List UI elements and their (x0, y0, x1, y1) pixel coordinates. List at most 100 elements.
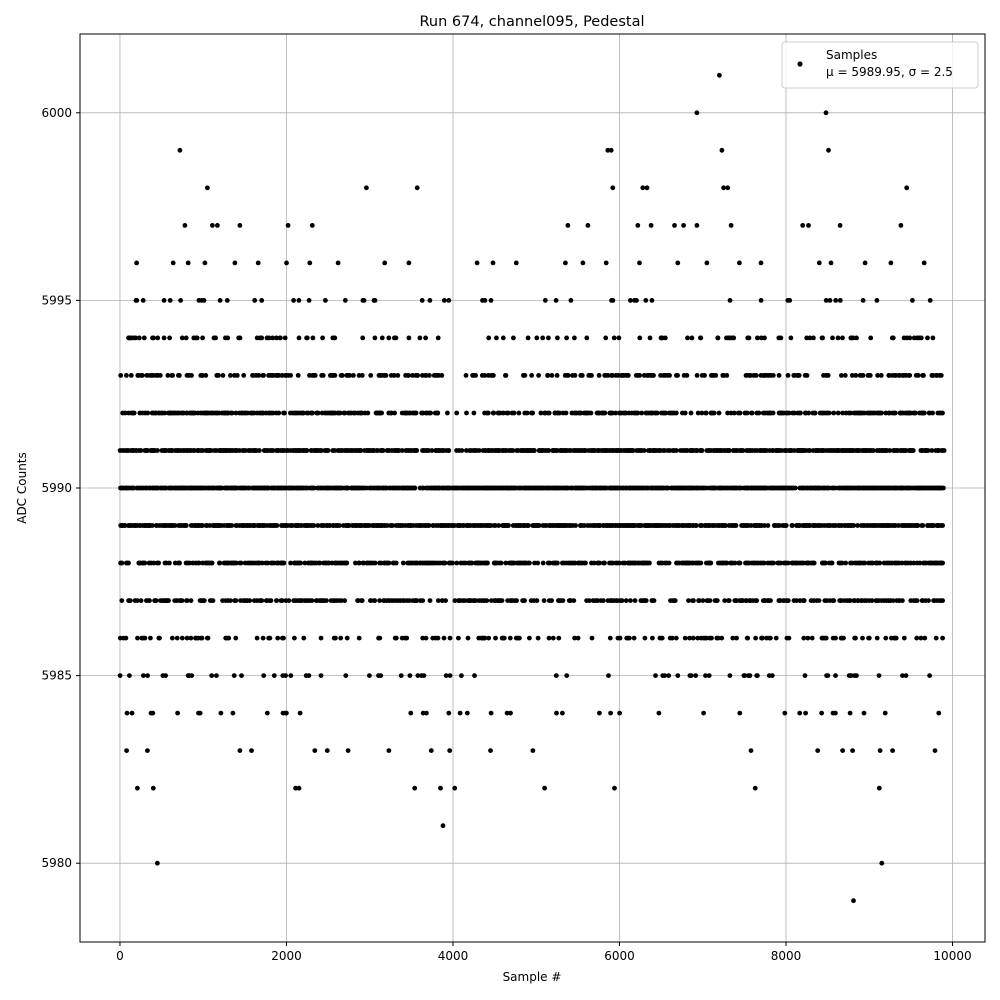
data-point (345, 485, 351, 491)
data-point (237, 335, 243, 341)
data-point (276, 373, 282, 378)
data-point (597, 560, 602, 566)
data-point (768, 635, 773, 641)
data-point (406, 260, 412, 266)
data-point (907, 335, 913, 341)
data-point (747, 673, 753, 678)
data-point (554, 373, 560, 378)
data-point (182, 223, 188, 228)
data-point (787, 298, 793, 303)
data-point (737, 560, 743, 566)
data-point (482, 298, 488, 303)
data-point (807, 335, 813, 341)
data-point (224, 298, 230, 303)
data-point (306, 298, 312, 303)
data-point (285, 223, 291, 228)
data-point (141, 673, 146, 678)
data-point (564, 673, 570, 678)
data-point (372, 598, 378, 603)
data-point (419, 298, 425, 303)
data-point (761, 560, 767, 566)
data-point (145, 673, 151, 678)
data-point (177, 147, 183, 153)
data-point (367, 673, 372, 678)
data-point (563, 410, 569, 416)
data-point (324, 598, 329, 603)
data-point (163, 673, 169, 678)
data-point (301, 410, 306, 416)
data-point (200, 523, 205, 528)
data-point (218, 710, 224, 716)
data-point (131, 410, 137, 416)
data-point (693, 523, 699, 528)
data-point (851, 523, 856, 528)
data-point (719, 147, 725, 153)
data-point (695, 410, 701, 416)
data-point (848, 410, 853, 416)
data-point (893, 635, 899, 641)
data-point (274, 523, 280, 528)
data-point (339, 373, 345, 378)
data-point (170, 373, 176, 378)
axis-ticks: 0 2000 4000 6000 8000 10000 5980 5985 5990 5995 60… (41, 106, 971, 963)
data-point (379, 335, 385, 341)
data-point (591, 560, 597, 566)
data-point (684, 373, 690, 378)
data-point (877, 560, 883, 566)
data-point (517, 635, 522, 641)
data-point (556, 635, 562, 641)
data-point (878, 373, 884, 378)
data-point (494, 335, 499, 341)
data-point (275, 635, 281, 641)
data-point (170, 260, 176, 266)
data-point (553, 298, 559, 303)
data-point (338, 635, 344, 641)
data-point (233, 635, 239, 641)
data-point (167, 560, 172, 566)
data-point (876, 785, 882, 791)
data-point (311, 523, 317, 528)
data-point (441, 298, 447, 303)
data-point (694, 373, 700, 378)
data-point (703, 635, 709, 641)
data-point (868, 335, 874, 341)
data-point (542, 298, 548, 303)
data-point (150, 523, 155, 528)
data-point (148, 635, 153, 641)
data-point (595, 598, 600, 603)
data-point (505, 410, 511, 416)
data-point (703, 410, 709, 416)
data-point (291, 298, 296, 303)
data-point (742, 673, 748, 678)
data-point (716, 410, 722, 416)
data-point (896, 523, 901, 528)
data-point (390, 523, 395, 528)
data-point (486, 635, 492, 641)
data-point (189, 673, 195, 678)
data-point (792, 485, 798, 491)
data-point (227, 598, 233, 603)
data-point (445, 410, 450, 416)
data-point (296, 335, 302, 341)
data-point (785, 598, 791, 603)
data-point (701, 710, 706, 716)
data-point (452, 785, 458, 791)
data-point (762, 523, 767, 528)
data-point (833, 673, 838, 678)
y-tick-label: 5995 (41, 293, 72, 307)
data-point (217, 298, 223, 303)
data-point (825, 373, 831, 378)
data-point (333, 635, 338, 641)
data-point (530, 410, 536, 416)
data-point (900, 598, 905, 603)
data-point (464, 448, 469, 453)
data-point (616, 335, 622, 341)
data-point (259, 298, 265, 303)
data-point (578, 410, 584, 416)
data-point (837, 223, 843, 228)
data-point (311, 485, 317, 491)
data-point (179, 635, 185, 641)
data-point (876, 673, 882, 678)
data-point (819, 710, 824, 716)
data-point (428, 410, 433, 416)
